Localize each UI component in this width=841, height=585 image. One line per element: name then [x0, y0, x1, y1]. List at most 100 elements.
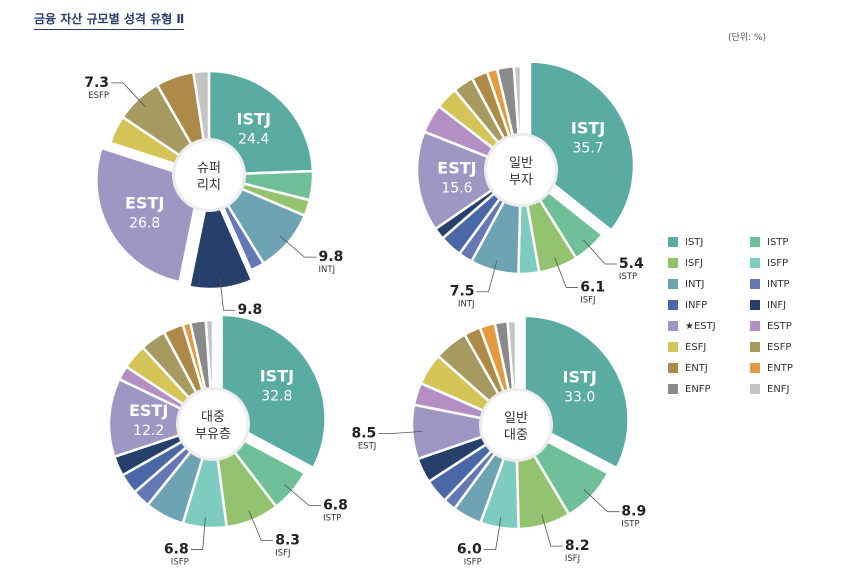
legend-swatch	[668, 384, 678, 394]
legend-label: ISTP	[767, 236, 789, 248]
value-label: 7.5	[450, 284, 475, 300]
legend-item-esfp: ESFP	[750, 341, 830, 353]
leader-line	[284, 484, 322, 506]
legend-item-infp: INFP	[668, 299, 750, 311]
type-label: ESTJ	[129, 401, 168, 420]
legend-swatch	[750, 279, 760, 289]
pie-slice-estj	[107, 377, 215, 459]
legend-label: ENTJ	[685, 362, 708, 374]
legend-swatch	[750, 342, 760, 352]
value-label: 6.0	[457, 541, 482, 557]
type-label: ESTJ	[437, 158, 476, 177]
legend-label: INFP	[685, 299, 708, 311]
value-label: 35.7	[573, 141, 604, 157]
leader-line	[541, 514, 563, 547]
legend-label: ENFP	[685, 383, 711, 395]
type-label: ISTJ	[260, 367, 294, 386]
center-label: 부자	[509, 173, 533, 188]
legend: ISTJ ISTP ISFJ ISFP INTJ INTP INFP INFJ ★ESTJ EST…	[668, 236, 830, 395]
value-label: 8.2	[565, 538, 590, 554]
type-label: INTJ	[319, 265, 336, 275]
type-label: ESTJ	[125, 194, 164, 213]
legend-item-esfj: ESFJ	[668, 341, 750, 353]
value-label: 9.8	[319, 249, 344, 265]
center-hole	[482, 391, 550, 459]
type-label: ESFP	[88, 91, 109, 101]
legend-label: ISTJ	[685, 236, 704, 248]
type-label: ISFJ	[580, 296, 595, 306]
leader-line	[583, 239, 617, 265]
legend-swatch	[668, 363, 678, 373]
value-label: 6.8	[164, 542, 189, 558]
legend-swatch	[668, 258, 678, 268]
center-label: 대중	[504, 428, 528, 443]
value-label: 9.8	[237, 302, 262, 318]
unit-label: (단위: %)	[728, 33, 767, 43]
legend-swatch	[668, 237, 678, 247]
pie-chart-3: 6.8ISTP8.3ISFJ6.8ISFP대중부유층ISTJ32.8ESTJ12…	[107, 313, 348, 568]
value-label: 26.8	[129, 216, 160, 232]
center-hole	[487, 136, 555, 204]
legend-item-infj: INFJ	[750, 299, 830, 311]
value-label: 5.4	[619, 256, 644, 272]
value-label: 15.6	[441, 180, 472, 196]
legend-swatch	[668, 300, 678, 310]
value-label: 6.1	[580, 280, 605, 296]
pie-slice-estj	[415, 130, 523, 231]
legend-swatch	[750, 363, 760, 373]
center-hole	[175, 141, 243, 209]
legend-swatch	[750, 300, 760, 310]
value-label: 24.4	[238, 132, 269, 148]
legend-item-intj: INTJ	[668, 278, 750, 290]
value-label: 32.8	[261, 389, 292, 405]
legend-item-intp: INTP	[750, 278, 830, 290]
value-label: 12.2	[133, 423, 164, 439]
legend-swatch	[750, 258, 760, 268]
legend-label: ISFJ	[685, 257, 703, 269]
pie-slice-istj	[528, 60, 636, 232]
leader-line	[248, 510, 274, 541]
legend-label: INTP	[767, 278, 790, 290]
type-label: ISTJ	[563, 367, 597, 386]
center-label: 일반	[509, 156, 533, 171]
legend-item-isfj: ISFJ	[668, 257, 750, 269]
legend-item-istj: ISTJ	[668, 236, 750, 248]
legend-swatch	[668, 321, 678, 331]
type-label: ISTJ	[237, 110, 271, 129]
center-label: 리치	[197, 178, 221, 193]
legend-item-entj: ENTJ	[668, 362, 750, 374]
pie-chart-1: 9.8INTJ9.8INFJ7.3ESFP슈퍼리치ISTJ24.4ESTJ26.…	[84, 69, 344, 328]
legend-label: ISFP	[767, 257, 789, 269]
type-label: INTJ	[458, 300, 475, 310]
leader-line	[554, 257, 579, 288]
value-label: 8.3	[275, 532, 300, 548]
type-label: ISFJ	[275, 548, 290, 558]
center-label: 일반	[504, 411, 528, 426]
legend-swatch	[750, 237, 760, 247]
legend-label: ESFJ	[685, 341, 707, 353]
type-label: ISTJ	[571, 119, 605, 138]
center-label: 부유층	[195, 427, 231, 442]
leader-line	[476, 260, 498, 293]
legend-swatch	[750, 384, 760, 394]
legend-item-estp: ESTP	[750, 320, 830, 332]
value-label: 8.9	[621, 504, 646, 520]
legend-item-entp: ENTP	[750, 362, 830, 374]
type-label: ISTP	[323, 514, 341, 524]
legend-label: INFJ	[767, 299, 787, 311]
legend-label: ENFJ	[767, 383, 790, 395]
type-label: ISFP	[171, 558, 189, 568]
type-label: ESTJ	[358, 442, 376, 452]
legend-label: ESFP	[767, 341, 792, 353]
legend-label: ★ESTJ	[685, 320, 716, 332]
leader-line	[111, 82, 146, 107]
type-label: ISTP	[619, 272, 637, 282]
page-title: 금융 자산 규모별 성격 유형 Ⅱ	[34, 10, 185, 30]
leader-line	[279, 235, 317, 258]
legend-swatch	[668, 342, 678, 352]
value-label: 7.3	[84, 75, 109, 91]
legend-label: INTJ	[685, 278, 705, 290]
